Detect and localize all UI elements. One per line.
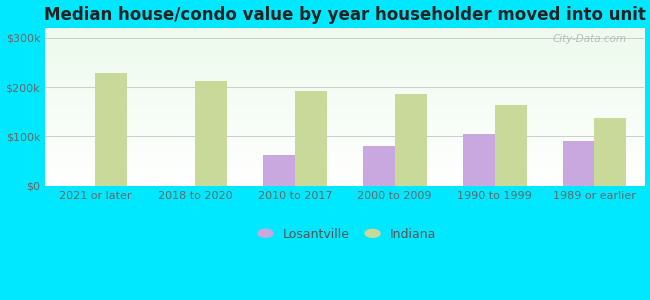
Legend: Losantville, Indiana: Losantville, Indiana bbox=[248, 223, 441, 246]
Bar bbox=[495, 105, 527, 186]
Bar bbox=[263, 155, 295, 186]
Bar bbox=[195, 81, 227, 186]
Bar bbox=[395, 94, 426, 186]
Bar bbox=[562, 141, 595, 186]
Bar bbox=[595, 118, 627, 186]
Title: Median house/condo value by year householder moved into unit: Median house/condo value by year househo… bbox=[44, 6, 645, 24]
Bar bbox=[95, 73, 127, 186]
Bar bbox=[363, 146, 395, 186]
Bar bbox=[463, 134, 495, 186]
Text: City-Data.com: City-Data.com bbox=[552, 34, 627, 44]
Bar bbox=[295, 91, 327, 186]
